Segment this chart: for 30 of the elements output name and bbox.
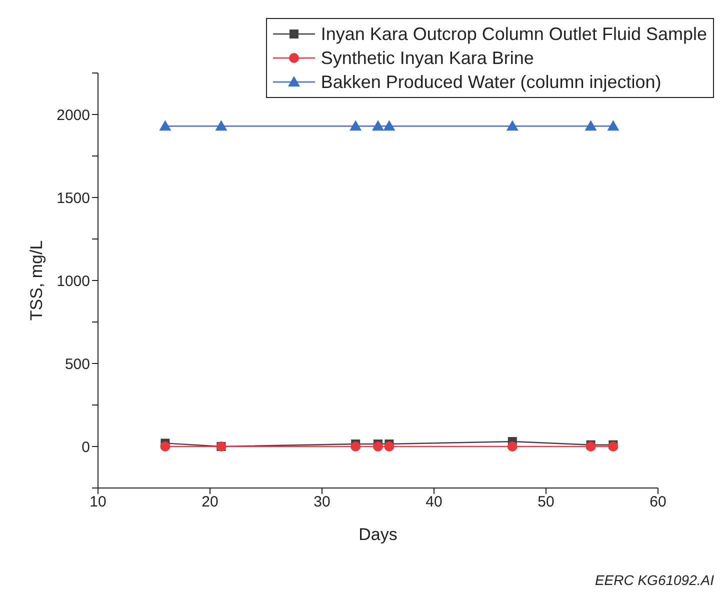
y-axis-title: TSS, mg/L [27, 240, 46, 321]
y-tick-label: 500 [64, 356, 90, 373]
point [507, 442, 518, 452]
point [584, 120, 597, 131]
point [372, 120, 384, 131]
x-tick-label: 40 [426, 494, 442, 511]
y-tick-label: 2000 [56, 106, 90, 124]
legend-label: Bakken Produced Water (column injection) [320, 71, 662, 94]
x-tick-label: 30 [314, 494, 330, 511]
y-tick-label: 1000 [56, 272, 90, 290]
legend-label: Synthetic Inyan Kara Brine [320, 47, 534, 70]
x-axis-title: Days [358, 525, 398, 544]
text: EERC KG61092.AI [594, 572, 714, 588]
x-tick-label: 60 [650, 494, 666, 511]
x-tick-label: 20 [202, 494, 218, 511]
x-tick-label: 50 [538, 494, 554, 511]
point [607, 120, 620, 131]
point [350, 442, 361, 452]
point [215, 120, 228, 131]
point [384, 442, 394, 452]
point [506, 120, 518, 131]
y-tick-label: 0 [82, 438, 90, 456]
legend-label: Inyan Kara Outcrop Column Outlet Fluid Sample [320, 23, 707, 46]
point [383, 120, 396, 131]
y-tick-label: 1500 [56, 190, 90, 207]
point [159, 120, 172, 131]
point [350, 120, 362, 131]
point [160, 442, 170, 452]
point [373, 442, 383, 452]
x-tick-label: 10 [90, 494, 106, 511]
